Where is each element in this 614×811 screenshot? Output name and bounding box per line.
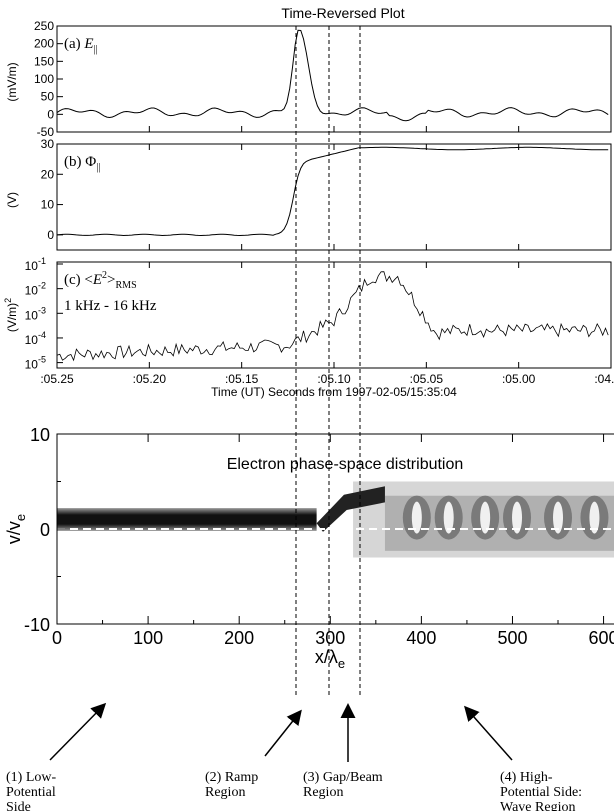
panel-a-tick-label: -50	[37, 125, 55, 139]
panel-a-frame	[56, 25, 612, 133]
phase-ytick-label: 0	[40, 520, 50, 540]
time-tick-label: :05.05	[410, 372, 444, 386]
phase-xtick-label: 200	[224, 628, 254, 648]
panel-b-curve	[56, 146, 609, 237]
phase-xtick-label: 0	[52, 628, 62, 648]
phase-space-title: Electron phase-space distribution	[227, 456, 464, 473]
phase-space-xlabel: x/λe	[315, 647, 345, 671]
panel-b-tick-label: 30	[41, 137, 55, 151]
phase-xtick-label: 600	[589, 628, 614, 648]
annotation-2: (2) Ramp Region	[205, 770, 262, 800]
panel-b-tick-label: 20	[41, 167, 55, 181]
phase-ytick-label: -10	[24, 615, 50, 635]
panel-a-tick-label: 0	[47, 107, 54, 121]
panel-a-tick-label: 100	[34, 72, 54, 86]
panel-a-label: (a) E||	[64, 36, 98, 55]
panel-b-label: (b) Φ||	[64, 154, 100, 173]
phase-space-ylabel: v/ve	[4, 514, 28, 544]
panel-a-unit: (mV/m)	[5, 62, 19, 101]
phase-xtick-label: 300	[315, 628, 345, 648]
arrow-4	[464, 705, 513, 761]
phase-xtick-label: 400	[406, 628, 436, 648]
panel-b-tick-label: 0	[47, 228, 54, 242]
panel-c-tick-label: 10-4	[25, 330, 46, 347]
panel-c-unit: (V/m)2	[3, 298, 19, 332]
phase-vortex-core	[411, 501, 422, 534]
time-tick-label: :05.10	[317, 372, 351, 386]
panel-a-tick-label: 250	[34, 19, 54, 33]
panel-b-unit: (V)	[5, 192, 19, 208]
time-axis-label: Time (UT) Seconds from 1997-02-05/15:35:…	[211, 385, 457, 399]
panel-c-ticks: 10-1 10-2 10-3 10-4 10-5	[25, 256, 63, 372]
phase-xtick-label: 100	[133, 628, 163, 648]
phase-vortex-core	[553, 501, 564, 534]
top-title: Time-Reversed Plot	[281, 5, 404, 21]
phase-xtick-label: 500	[497, 628, 527, 648]
panel-c-band: 1 kHz - 16 kHz	[64, 298, 157, 314]
annotation-1: (1) Low- Potential Side	[6, 770, 60, 811]
panel-a-tick-label: 50	[41, 90, 55, 104]
panel-a-curve	[56, 29, 609, 122]
panel-c-tick-label: 10-1	[25, 256, 46, 273]
annotation-4: (4) High- Potential Side: Wave Region	[500, 770, 586, 811]
phase-vortex-core	[589, 501, 600, 534]
time-ticks: :05.25 :05.20 :05.15 :05.10 :05.05 :05.00 :04.…	[40, 126, 614, 386]
panel-c-tick-label: 10-3	[25, 305, 46, 322]
phase-vortex-core	[512, 501, 523, 534]
ramp-beam	[316, 486, 385, 532]
phase-vortex-core	[480, 501, 491, 534]
panel-b-tick-label: 10	[41, 198, 55, 212]
time-tick-label: :05.15	[225, 372, 259, 386]
panel-c-label: (c) <E2>RMS	[64, 270, 137, 291]
annotation-3: (3) Gap/Beam Region	[303, 770, 386, 800]
annotation-arrows	[49, 702, 513, 762]
panel-a-tick-label: 200	[34, 37, 54, 51]
time-tick-label: :05.25	[40, 372, 74, 386]
phase-space-ticks: 100-100 100 200 300 400 500 600	[24, 425, 614, 648]
panel-c-frame	[56, 261, 612, 369]
arrow-1	[49, 702, 107, 761]
time-tick-label: :04.95	[594, 372, 614, 386]
panel-a-tick-label: 150	[34, 54, 54, 68]
arrow-2	[264, 709, 302, 757]
curves	[56, 29, 609, 362]
main-beam	[57, 508, 317, 531]
panel-c-tick-label: 10-5	[25, 355, 46, 372]
time-tick-label: :05.20	[133, 372, 167, 386]
phase-space-fill	[57, 481, 614, 558]
time-tick-label: :05.00	[502, 372, 536, 386]
panel-a-ticks: 250 200 150 100 50 0 -50	[34, 19, 63, 139]
phase-ytick-label: 10	[30, 425, 50, 445]
panel-c-curve	[56, 271, 609, 362]
phase-vortex-core	[443, 501, 454, 534]
panel-c-tick-label: 10-2	[25, 281, 46, 298]
panel-b-ticks: 30 20 10 0	[41, 137, 63, 242]
